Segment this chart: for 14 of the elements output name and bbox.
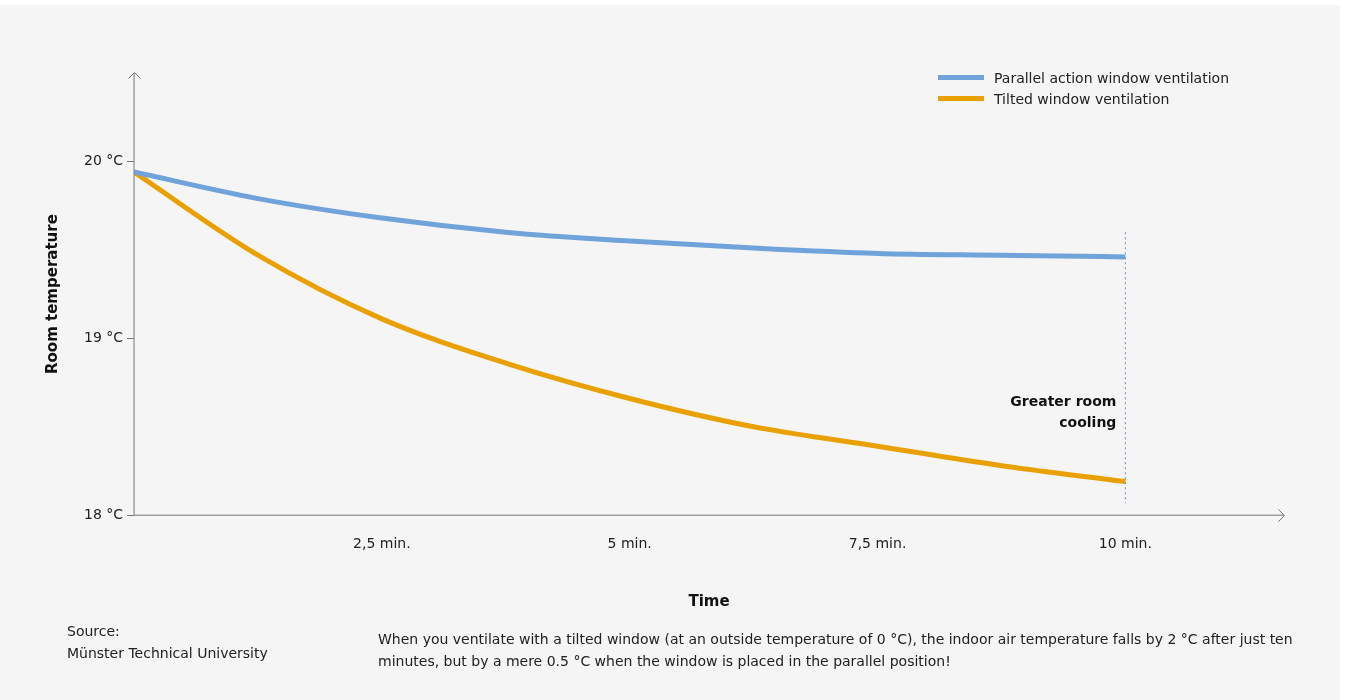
y-axis-title: Room temperature bbox=[42, 214, 61, 375]
text: When you ventilate with a tilted window (at an outside temperature of 0 °C), the indoor air temperature falls by 2 °C after just ten minutes, but by a mere 0.5 °C when the window is placed in the parallel position! bbox=[378, 630, 1293, 671]
y-tick-label: 19 °C bbox=[83, 328, 124, 345]
x-tick-label: 10 min. bbox=[1098, 535, 1152, 552]
x-axis-title: Time bbox=[688, 591, 730, 610]
annotation: Greater room cooling bbox=[1010, 392, 1117, 430]
source-note: Source: Münster Technical University bbox=[67, 622, 268, 663]
y-tick-label: 20 °C bbox=[83, 152, 124, 169]
y-tick-label: 18 °C bbox=[83, 505, 124, 522]
legend-label: Parallel action window ventilation bbox=[994, 69, 1230, 86]
legend-label: Tilted window ventilation bbox=[994, 90, 1170, 107]
x-tick-label: 2,5 min. bbox=[353, 535, 411, 552]
x-tick-label: 5 min. bbox=[607, 535, 652, 552]
x-tick-label: 7,5 min. bbox=[848, 535, 907, 552]
